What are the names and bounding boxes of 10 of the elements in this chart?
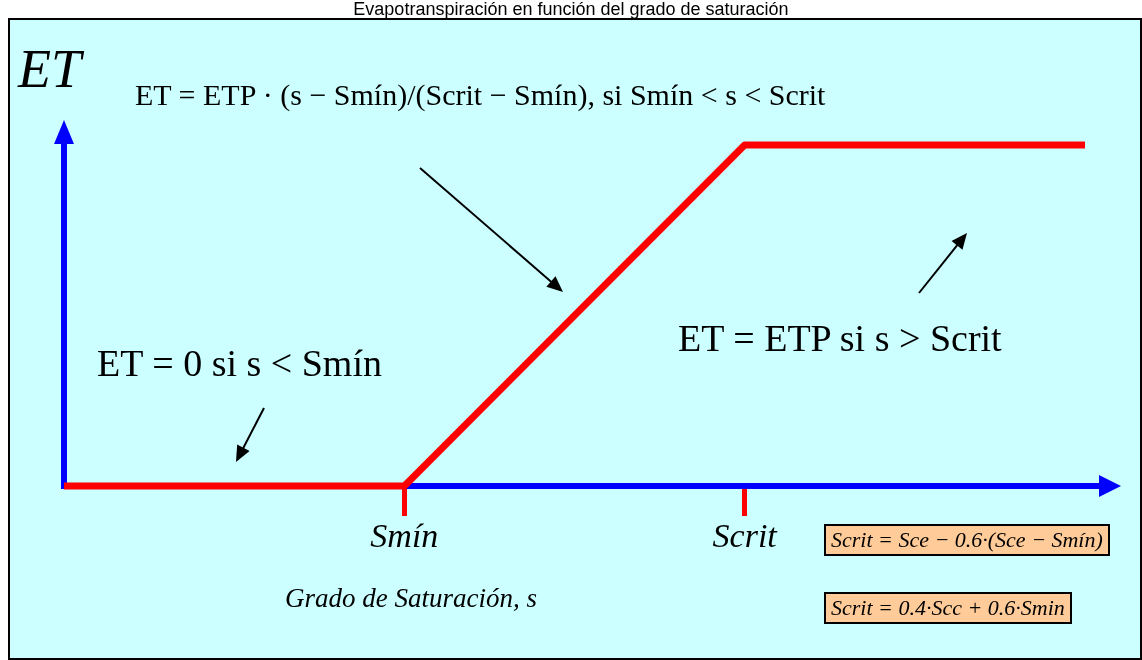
x-tick-label: Smín — [370, 517, 439, 555]
x-tick-label: Scrit — [712, 517, 779, 555]
annotation: ET = 0 si s < Smín — [97, 342, 382, 385]
y-axis-title: ET — [18, 39, 82, 100]
x-axis-title: Grado de Saturación, s — [285, 583, 537, 614]
text: ET = ETP · (s − Smín)/(Scrit − Smín), si Smín < s < Scrit — [135, 78, 826, 111]
chart-title: Evapotranspiración en función del grado de saturación — [352, 0, 790, 20]
text: Scrit = Sce − 0.6·(Sce − Smín) — [824, 524, 1110, 557]
annotation: ET = ETP si s > Scrit — [678, 317, 1002, 360]
text: Scrit = 0.4·Scc + 0.6·Smin — [824, 592, 1072, 625]
